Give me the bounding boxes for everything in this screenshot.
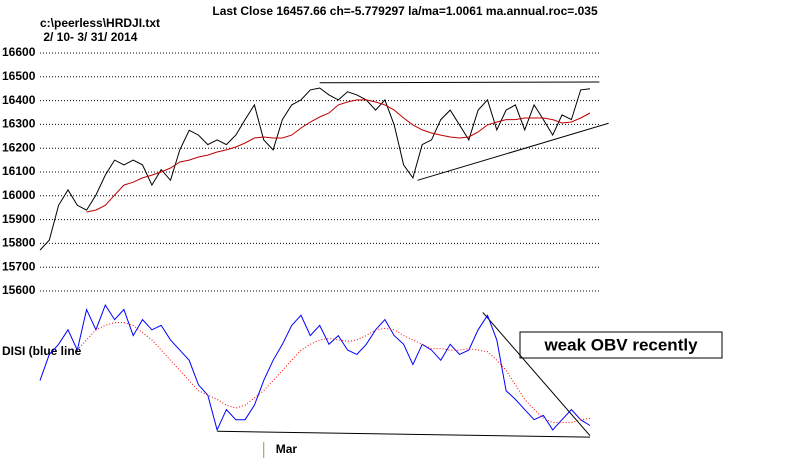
series-line [86,99,591,213]
source: c:\peerless\HRDJI.txt [40,16,160,30]
y-tick-label: 16300 [2,117,36,131]
series-line [39,87,591,251]
series-line [39,303,591,432]
y-tick-label: 16200 [2,140,36,154]
annotation: weak OBV recently [543,335,698,354]
trend-line [482,312,591,436]
y-tick-label: 16500 [2,69,36,83]
trend-line [319,81,600,84]
chart-title: Last Close 16457.66 ch=-5.779297 la/ma=1… [212,4,598,18]
x-tick-label: Mar [276,442,298,456]
y-tick-label: 16600 [2,45,36,59]
trend-line [217,430,591,438]
y-tick-label: 16000 [2,188,36,202]
y-tick-label: 15600 [2,283,36,297]
y-tick-label: 16100 [2,164,36,178]
date-range: 2/ 10- 3/ 31/ 2014 [40,30,138,44]
annotation-box [519,331,723,359]
y-tick-label: 15900 [2,212,36,226]
series-line [76,322,591,424]
trend-line [417,122,609,181]
y-tick-label: 16400 [2,93,36,107]
y-tick-label: 15700 [2,259,36,273]
y-tick-label: 15800 [2,236,36,250]
y-label: DISI (blue line [2,344,82,358]
